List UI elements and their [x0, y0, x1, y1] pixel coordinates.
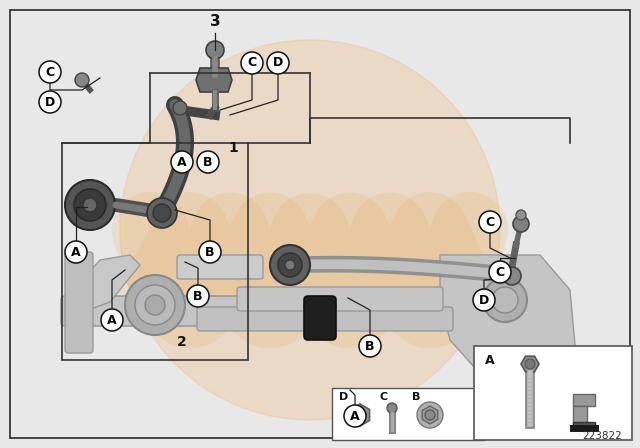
Circle shape: [267, 52, 289, 74]
Text: B: B: [365, 340, 375, 353]
Bar: [62, 143, 248, 360]
Circle shape: [147, 198, 177, 228]
Text: 2: 2: [177, 335, 187, 349]
Polygon shape: [120, 40, 500, 420]
Circle shape: [187, 285, 209, 307]
FancyBboxPatch shape: [237, 287, 443, 311]
Circle shape: [425, 410, 435, 420]
Text: A: A: [177, 155, 187, 168]
Text: D: D: [479, 293, 489, 306]
Circle shape: [525, 359, 535, 369]
Text: A: A: [71, 246, 81, 258]
Bar: [474, 346, 632, 440]
Text: A: A: [107, 314, 117, 327]
Circle shape: [197, 151, 219, 173]
Circle shape: [278, 253, 302, 277]
Circle shape: [516, 210, 526, 220]
Polygon shape: [351, 404, 369, 426]
Circle shape: [65, 241, 87, 263]
Circle shape: [417, 402, 443, 428]
Circle shape: [354, 409, 366, 421]
Circle shape: [145, 295, 165, 315]
Circle shape: [206, 41, 224, 59]
Circle shape: [75, 73, 89, 87]
Text: 3: 3: [210, 14, 220, 30]
Text: C: C: [248, 56, 257, 69]
FancyBboxPatch shape: [197, 307, 453, 331]
Circle shape: [241, 52, 263, 74]
Circle shape: [503, 267, 521, 285]
Circle shape: [135, 285, 175, 325]
Text: C: C: [485, 215, 495, 228]
Circle shape: [473, 289, 495, 311]
Text: B: B: [205, 246, 215, 258]
Circle shape: [171, 151, 193, 173]
Text: A: A: [350, 409, 360, 422]
Circle shape: [483, 278, 527, 322]
Polygon shape: [196, 68, 232, 92]
Polygon shape: [68, 255, 140, 315]
Circle shape: [344, 405, 366, 427]
Bar: [332, 388, 484, 440]
Text: D: D: [273, 56, 283, 69]
FancyBboxPatch shape: [573, 422, 595, 428]
FancyBboxPatch shape: [65, 252, 93, 353]
FancyBboxPatch shape: [61, 296, 289, 326]
Circle shape: [65, 180, 115, 230]
Circle shape: [153, 204, 171, 222]
Circle shape: [513, 216, 529, 232]
Circle shape: [83, 198, 97, 212]
Circle shape: [125, 275, 185, 335]
FancyBboxPatch shape: [573, 406, 587, 428]
Polygon shape: [440, 255, 575, 370]
Circle shape: [285, 260, 295, 270]
Text: D: D: [45, 95, 55, 108]
Text: C: C: [45, 65, 54, 78]
Text: 223822: 223822: [582, 431, 622, 441]
Text: 1: 1: [228, 141, 238, 155]
FancyBboxPatch shape: [177, 255, 263, 279]
Circle shape: [39, 91, 61, 113]
Circle shape: [74, 189, 106, 221]
Circle shape: [270, 245, 310, 285]
Text: C: C: [495, 266, 504, 279]
Circle shape: [39, 61, 61, 83]
Text: B: B: [412, 392, 420, 402]
Circle shape: [359, 335, 381, 357]
Circle shape: [199, 241, 221, 263]
Circle shape: [101, 309, 123, 331]
Text: B: B: [204, 155, 212, 168]
Circle shape: [492, 287, 518, 313]
Text: C: C: [380, 392, 388, 402]
Polygon shape: [422, 406, 438, 424]
Text: A: A: [485, 353, 495, 366]
Circle shape: [479, 211, 501, 233]
Circle shape: [173, 101, 187, 115]
Text: B: B: [193, 289, 203, 302]
Circle shape: [387, 403, 397, 413]
Polygon shape: [521, 356, 539, 372]
Text: D: D: [339, 392, 349, 402]
FancyBboxPatch shape: [573, 394, 595, 406]
FancyBboxPatch shape: [304, 296, 336, 340]
Circle shape: [489, 261, 511, 283]
